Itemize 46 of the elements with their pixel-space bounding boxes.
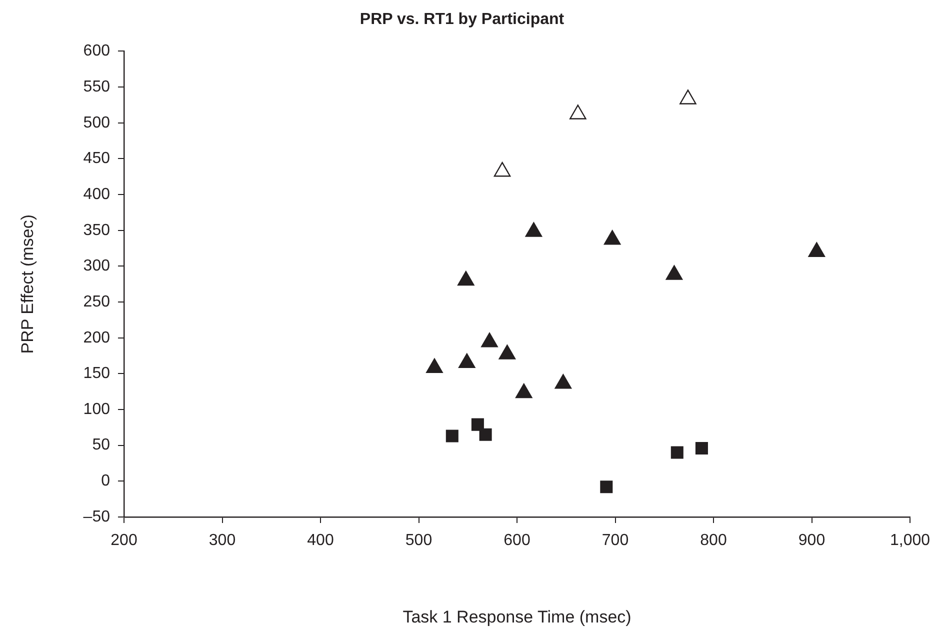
point — [570, 104, 586, 120]
point — [554, 374, 572, 389]
y-tick-label: 350 — [83, 222, 110, 239]
y-tick-label: 450 — [83, 150, 110, 168]
point — [481, 332, 498, 348]
y-tick-label: 200 — [83, 329, 110, 346]
chart-title: PRP vs. RT1 by Participant — [360, 11, 565, 28]
point — [680, 90, 696, 104]
x-axis-title: Task 1 Response Time (msec) — [402, 607, 632, 626]
x-tick-label: 500 — [405, 532, 432, 550]
y-axis-title: PRP Effect (msec) — [18, 214, 37, 354]
y-tick-label: 0 — [101, 472, 110, 490]
point — [670, 446, 684, 459]
point — [525, 222, 542, 237]
point — [494, 162, 511, 177]
x-tick-label: 300 — [208, 532, 236, 550]
point — [498, 344, 516, 360]
y-tick-label: 400 — [83, 186, 110, 203]
point — [695, 442, 708, 454]
point — [458, 270, 474, 286]
point — [515, 383, 532, 398]
y-tick-label: 500 — [83, 114, 110, 132]
point — [600, 480, 613, 494]
x-tick-label: 700 — [602, 532, 629, 550]
point — [458, 353, 476, 368]
y-tick-label: –50 — [83, 508, 110, 526]
y-tick-label: 300 — [83, 258, 110, 275]
point — [666, 265, 683, 280]
point — [808, 242, 826, 257]
y-tick-label: 550 — [83, 78, 110, 96]
x-tick-label: 800 — [700, 532, 727, 550]
x-tick-label: 600 — [504, 532, 530, 550]
y-tick-label: 150 — [83, 365, 110, 382]
point — [471, 418, 484, 431]
x-tick-label: 400 — [307, 532, 334, 550]
x-tick-label: 200 — [110, 532, 138, 550]
y-tick-label: 100 — [83, 400, 110, 418]
point — [426, 358, 443, 374]
x-tick-label: 1,000 — [890, 532, 930, 550]
y-tick-label: 600 — [83, 42, 110, 60]
point — [479, 428, 492, 441]
x-tick-label: 900 — [798, 532, 826, 550]
y-tick-label: 250 — [83, 293, 110, 310]
point — [446, 430, 458, 442]
y-tick-label: 50 — [92, 436, 110, 454]
point — [604, 230, 621, 245]
